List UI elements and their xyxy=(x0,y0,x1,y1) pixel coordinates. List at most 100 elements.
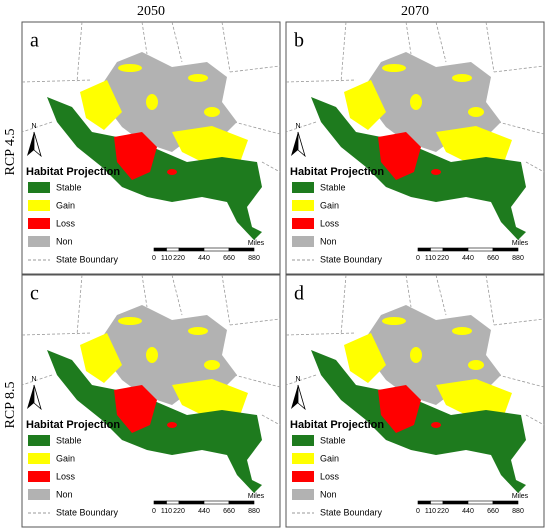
scale-label: 660 xyxy=(487,255,499,262)
panel-letter: b xyxy=(294,30,304,52)
legend-label: Non xyxy=(320,489,337,499)
legend-label: Stable xyxy=(320,182,346,192)
scale-label: 110 xyxy=(425,255,436,262)
legend-swatch xyxy=(28,453,50,464)
legend-label: State Boundary xyxy=(56,254,119,264)
scale-label: 440 xyxy=(198,255,210,262)
scale-segment xyxy=(178,500,205,505)
scale-label: 110 xyxy=(161,255,172,262)
legend-label: State Boundary xyxy=(56,507,119,517)
scale-segment xyxy=(166,500,180,505)
north-label: N xyxy=(295,123,300,130)
legend-label: Gain xyxy=(320,453,339,463)
scale-segment xyxy=(492,247,519,252)
north-arrow xyxy=(297,384,306,411)
panel-letter: a xyxy=(30,30,39,52)
legend-label: Loss xyxy=(320,471,340,481)
scale-unit: Miles xyxy=(248,240,265,247)
scale-label: 110 xyxy=(161,508,172,515)
legend-label: Gain xyxy=(56,200,75,210)
scale-label: 220 xyxy=(437,255,449,262)
north-arrow xyxy=(33,384,42,411)
scale-label: 880 xyxy=(248,508,260,515)
column-header: 2050 xyxy=(137,4,165,19)
panel-letter: d xyxy=(294,283,304,305)
panel-letter: c xyxy=(30,283,39,305)
legend-swatch xyxy=(292,200,314,211)
north-arrow xyxy=(33,131,42,158)
row-label: RCP 8.5 xyxy=(3,382,18,429)
scale-segment xyxy=(203,247,230,252)
scale-segment xyxy=(153,247,167,252)
legend-label: Stable xyxy=(56,182,82,192)
scale-segment xyxy=(492,500,519,505)
scale-segment xyxy=(228,500,255,505)
scale-segment xyxy=(153,500,167,505)
scale-segment xyxy=(430,247,444,252)
legend-swatch xyxy=(292,218,314,229)
legend-label: Stable xyxy=(56,435,82,445)
legend-swatch xyxy=(292,471,314,482)
legend-swatch xyxy=(292,489,314,500)
scale-label: 0 xyxy=(416,255,420,262)
legend-swatch xyxy=(28,489,50,500)
legend-title: Habitat Projection xyxy=(290,166,384,178)
scale-segment xyxy=(442,500,469,505)
legend-swatch xyxy=(28,435,50,446)
legend-label: Loss xyxy=(56,218,76,228)
legend-swatch xyxy=(28,182,50,193)
scale-segment xyxy=(467,247,494,252)
scale-unit: Miles xyxy=(512,493,529,500)
scale-label: 880 xyxy=(512,255,524,262)
legend-swatch xyxy=(292,182,314,193)
scale-unit: Miles xyxy=(512,240,529,247)
scale-segment xyxy=(228,247,255,252)
scale-label: 880 xyxy=(512,508,524,515)
map-panel: b N Habitat Projection Stable Gain Loss Non Sta… xyxy=(285,21,545,275)
legend-title: Habitat Projection xyxy=(290,419,384,431)
scale-label: 440 xyxy=(462,508,474,515)
legend-swatch xyxy=(292,236,314,247)
legend-label: Gain xyxy=(56,453,75,463)
scale-label: 0 xyxy=(152,508,156,515)
map-panel: a N Habitat Projection Stable Gain Loss Non Sta… xyxy=(21,21,281,275)
legend-swatch xyxy=(28,200,50,211)
legend-label: Non xyxy=(320,236,337,246)
scale-label: 220 xyxy=(173,255,185,262)
scale-label: 440 xyxy=(198,508,210,515)
legend-swatch xyxy=(292,453,314,464)
scale-segment xyxy=(417,247,431,252)
scale-segment xyxy=(442,247,469,252)
legend-label: State Boundary xyxy=(320,507,383,517)
legend-title: Habitat Projection xyxy=(26,419,120,431)
north-label: N xyxy=(31,123,36,130)
legend-label: Non xyxy=(56,236,73,246)
legend-title: Habitat Projection xyxy=(26,166,120,178)
column-header: 2070 xyxy=(401,4,429,19)
north-arrow xyxy=(291,132,298,156)
scale-label: 660 xyxy=(223,255,235,262)
scale-label: 0 xyxy=(416,508,420,515)
scale-label: 220 xyxy=(437,508,449,515)
scale-segment xyxy=(467,500,494,505)
legend-swatch xyxy=(28,218,50,229)
scale-label: 0 xyxy=(152,255,156,262)
north-arrow xyxy=(291,385,298,409)
scale-label: 660 xyxy=(223,508,235,515)
legend-label: Non xyxy=(56,489,73,499)
scale-segment xyxy=(430,500,444,505)
north-label: N xyxy=(31,376,36,383)
scale-unit: Miles xyxy=(248,493,265,500)
north-arrow xyxy=(27,132,34,156)
scale-segment xyxy=(417,500,431,505)
north-arrow xyxy=(297,131,306,158)
scale-label: 880 xyxy=(248,255,260,262)
row-label: RCP 4.5 xyxy=(3,129,18,176)
legend-swatch xyxy=(28,471,50,482)
legend-label: Stable xyxy=(320,435,346,445)
legend-swatch xyxy=(292,435,314,446)
map-panel: d N Habitat Projection Stable Gain Loss Non Sta… xyxy=(285,274,545,528)
map-panel: c N Habitat Projection Stable Gain Loss Non Sta… xyxy=(21,274,281,528)
scale-segment xyxy=(166,247,180,252)
